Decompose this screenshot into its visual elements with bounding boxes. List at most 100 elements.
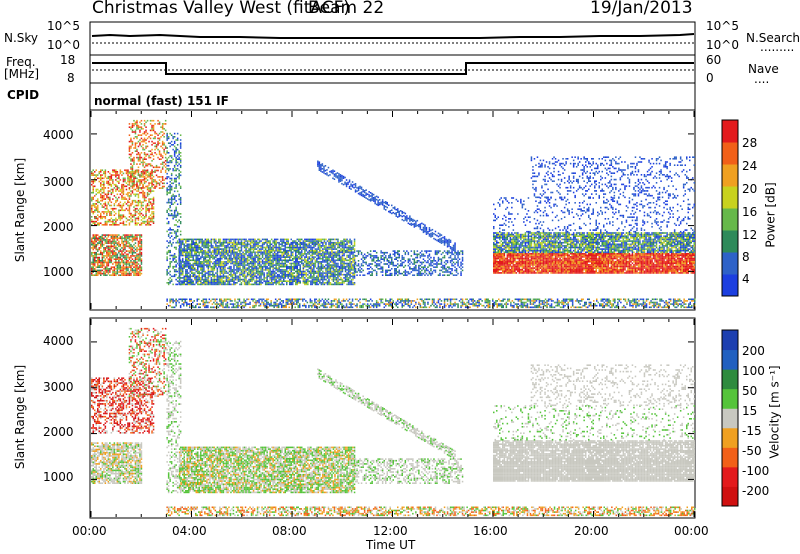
power-cell (283, 255, 285, 257)
power-cell (126, 250, 128, 252)
power-cell (376, 252, 378, 254)
power-cell (102, 218, 104, 220)
power-cell (260, 261, 262, 263)
power-cell (133, 270, 135, 272)
power-cell (168, 200, 170, 202)
power-cell (309, 268, 311, 270)
power-cell (177, 271, 179, 273)
power-cell (144, 178, 146, 180)
power-cell (102, 211, 104, 213)
power-cell (203, 242, 205, 244)
power-cell (144, 120, 146, 122)
power-cell (298, 247, 300, 249)
power-cell (132, 187, 134, 189)
power-cell (156, 170, 158, 172)
power-cell (133, 184, 135, 186)
power-cell (235, 274, 237, 276)
power-cell (117, 266, 119, 268)
power-cell (263, 252, 265, 254)
power-cell (291, 277, 293, 279)
power-cell (278, 266, 280, 268)
power-cell (132, 167, 134, 169)
power-cell (106, 274, 108, 276)
power-cell (138, 179, 140, 181)
power-cell (343, 253, 345, 255)
power-cell (121, 218, 123, 220)
power-cell (108, 242, 110, 244)
power-cell (147, 224, 149, 226)
power-cell (352, 245, 354, 247)
power-cell (206, 277, 208, 279)
power-cell (247, 263, 249, 265)
power-cell (178, 152, 180, 154)
power-cell (253, 272, 255, 274)
power-cell (212, 284, 214, 286)
power-cell (206, 242, 208, 244)
power-cell (257, 272, 259, 274)
power-cell (269, 282, 271, 284)
power-cell (142, 179, 144, 181)
power-cell (168, 284, 170, 286)
power-cell (233, 252, 235, 254)
power-cell (304, 247, 306, 249)
power-cell (214, 280, 216, 282)
power-cell (233, 255, 235, 257)
power-cell (121, 242, 123, 244)
power-cell (313, 266, 315, 268)
power-cell (162, 168, 164, 170)
power-cell (109, 260, 111, 262)
power-cell (328, 268, 330, 270)
power-cell (144, 131, 146, 133)
power-cell (318, 277, 320, 279)
power-cell (162, 142, 164, 144)
power-cell (145, 181, 147, 183)
power-cell (283, 284, 285, 286)
power-cell (145, 174, 147, 176)
power-cell (256, 269, 258, 271)
power-cell (142, 174, 144, 176)
power-cell (179, 268, 181, 270)
power-cell (135, 146, 137, 148)
power-cell (224, 280, 226, 282)
power-cell (199, 248, 201, 250)
power-cell (112, 250, 114, 252)
power-cell (233, 274, 235, 276)
power-cell (220, 269, 222, 271)
power-cell (190, 256, 192, 258)
power-cell (144, 221, 146, 223)
power-cell (259, 245, 261, 247)
power-cell (331, 248, 333, 250)
power-cell (309, 250, 311, 252)
power-cell (144, 154, 146, 156)
power-cell (339, 252, 341, 254)
power-cell (117, 178, 119, 180)
power-cell (93, 190, 95, 192)
power-cell (345, 266, 347, 268)
power-cell (91, 219, 93, 221)
power-cell (99, 239, 101, 241)
power-cell (109, 268, 111, 270)
power-cell (191, 240, 193, 242)
power-cell (247, 250, 249, 252)
power-cell (342, 245, 344, 247)
power-cell (322, 239, 324, 241)
power-cell (235, 277, 237, 279)
power-cell (135, 258, 137, 260)
power-cell (203, 252, 205, 254)
power-cell (298, 240, 300, 242)
power-cell (147, 189, 149, 191)
power-cell (266, 258, 268, 260)
power-cell (129, 211, 131, 213)
power-cell (277, 264, 279, 266)
power-cell (247, 280, 249, 282)
power-cell (275, 261, 277, 263)
power-cell (336, 252, 338, 254)
power-cell (253, 268, 255, 270)
power-cell (144, 141, 146, 143)
power-cell (239, 250, 241, 252)
power-cell (206, 284, 208, 286)
power-cell (232, 253, 234, 255)
power-cell (103, 273, 105, 275)
power-cell (325, 271, 327, 273)
power-cell (254, 263, 256, 265)
